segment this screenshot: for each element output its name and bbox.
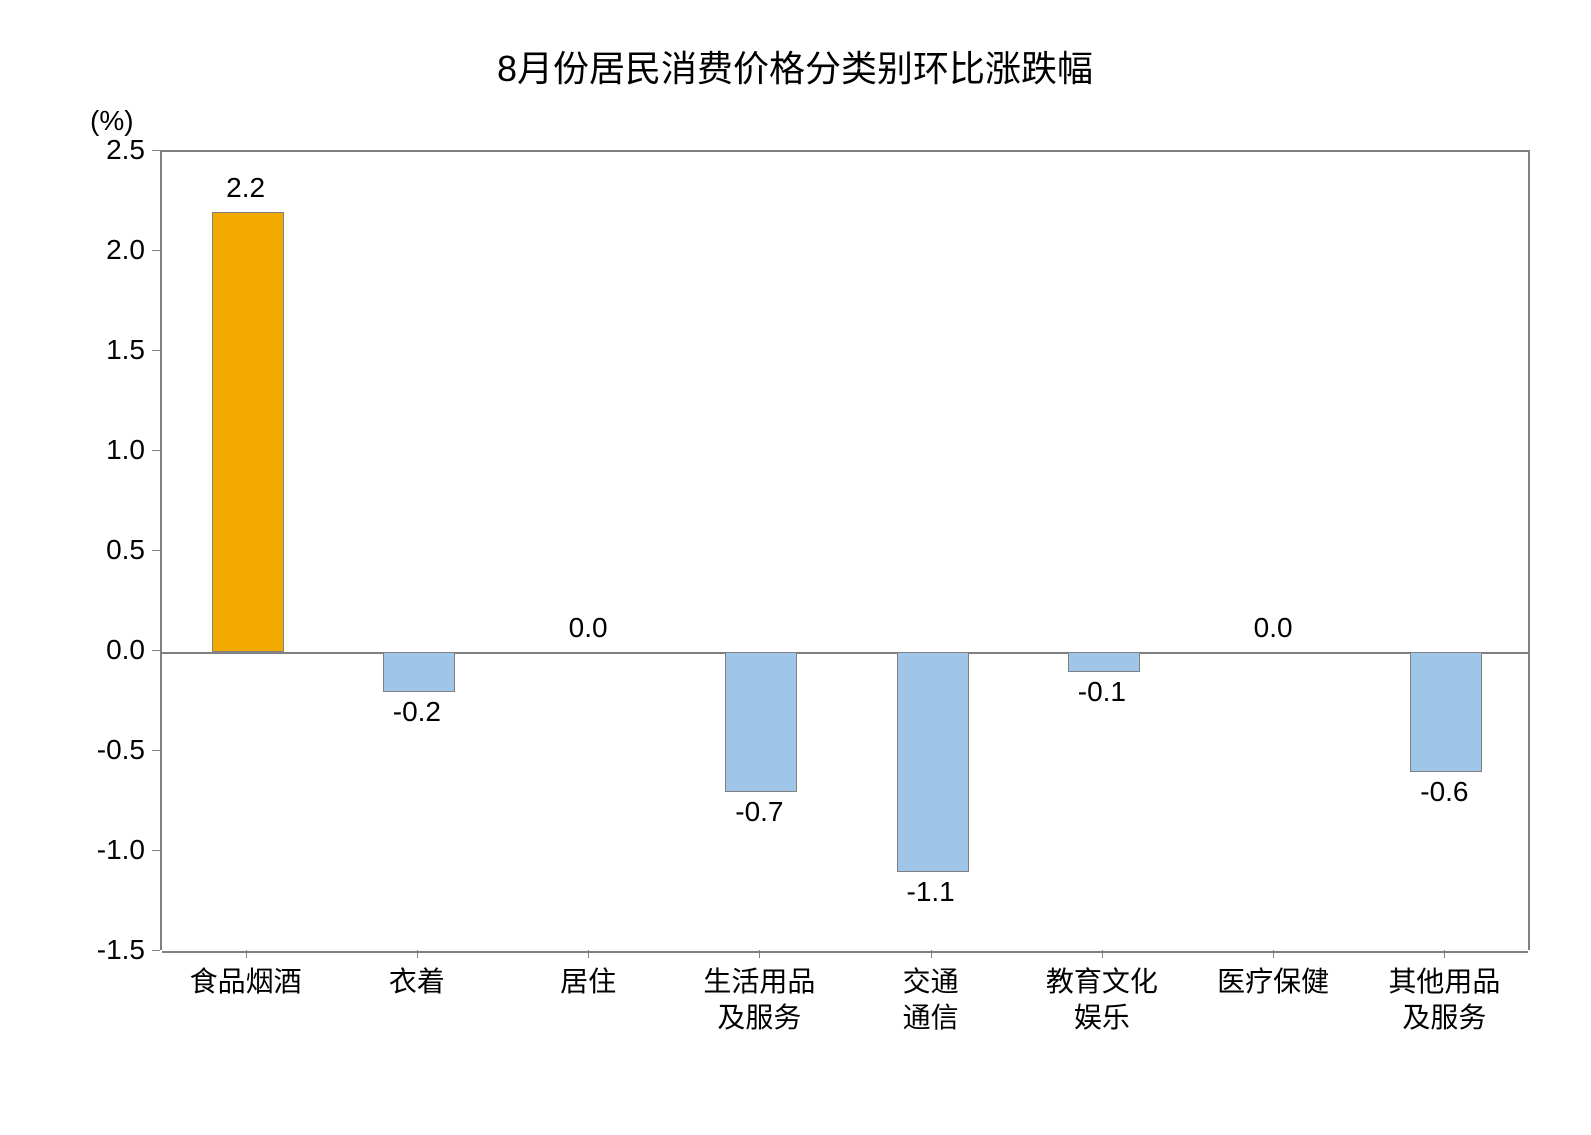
x-tick-mark xyxy=(931,950,932,958)
unit-label: (%) xyxy=(90,105,134,137)
y-tick-mark xyxy=(152,250,160,251)
value-label: -1.1 xyxy=(845,876,1016,908)
x-tick-label: 教育文化娱乐 xyxy=(1016,964,1187,1037)
y-tick-label: 0.5 xyxy=(85,534,145,566)
y-tick-label: 2.5 xyxy=(85,134,145,166)
y-tick-mark xyxy=(152,450,160,451)
y-tick-mark xyxy=(152,750,160,751)
plot-area xyxy=(160,150,1530,950)
x-tick-mark xyxy=(1444,950,1445,958)
x-tick-label: 医疗保健 xyxy=(1188,964,1359,1000)
y-tick-mark xyxy=(152,150,160,151)
x-tick-label: 居住 xyxy=(503,964,674,1000)
y-tick-mark xyxy=(152,550,160,551)
x-tick-mark xyxy=(1273,950,1274,958)
value-label: -0.1 xyxy=(1016,676,1187,708)
y-tick-label: -0.5 xyxy=(85,734,145,766)
value-label: 2.2 xyxy=(160,172,331,204)
x-tick-label: 食品烟酒 xyxy=(160,964,331,1000)
y-tick-mark xyxy=(152,850,160,851)
y-tick-label: 1.0 xyxy=(85,434,145,466)
bar xyxy=(1068,652,1140,672)
x-tick-mark xyxy=(588,950,589,958)
value-label: -0.2 xyxy=(331,696,502,728)
chart-title: 8月份居民消费价格分类别环比涨跌幅 xyxy=(60,40,1530,92)
bar xyxy=(1410,652,1482,772)
x-tick-mark xyxy=(759,950,760,958)
y-tick-label: 2.0 xyxy=(85,234,145,266)
chart-container: 8月份居民消费价格分类别环比涨跌幅 (%) -1.5 -1.0 -0.5 0.0 0.5… xyxy=(60,40,1530,1100)
bar xyxy=(897,652,969,872)
y-tick-label: 1.5 xyxy=(85,334,145,366)
y-tick-mark xyxy=(152,950,160,951)
x-tick-label: 生活用品及服务 xyxy=(674,964,845,1037)
value-label: 0.0 xyxy=(503,612,674,644)
value-label: 0.0 xyxy=(1188,612,1359,644)
x-tick-mark xyxy=(1102,950,1103,958)
bar xyxy=(383,652,455,692)
y-tick-mark xyxy=(152,650,160,651)
x-tick-label: 其他用品及服务 xyxy=(1359,964,1530,1037)
plot-bottom-border xyxy=(162,951,1528,953)
value-label: -0.7 xyxy=(674,796,845,828)
y-tick-label: -1.0 xyxy=(85,834,145,866)
y-tick-label: -1.5 xyxy=(85,934,145,966)
y-tick-label: 0.0 xyxy=(85,634,145,666)
x-tick-mark xyxy=(246,950,247,958)
y-tick-mark xyxy=(152,350,160,351)
x-tick-label: 衣着 xyxy=(331,964,502,1000)
value-label: -0.6 xyxy=(1359,776,1530,808)
bar xyxy=(725,652,797,792)
x-tick-label: 交通通信 xyxy=(845,964,1016,1037)
bar xyxy=(212,212,284,652)
zero-line xyxy=(162,652,1528,654)
x-tick-mark xyxy=(417,950,418,958)
